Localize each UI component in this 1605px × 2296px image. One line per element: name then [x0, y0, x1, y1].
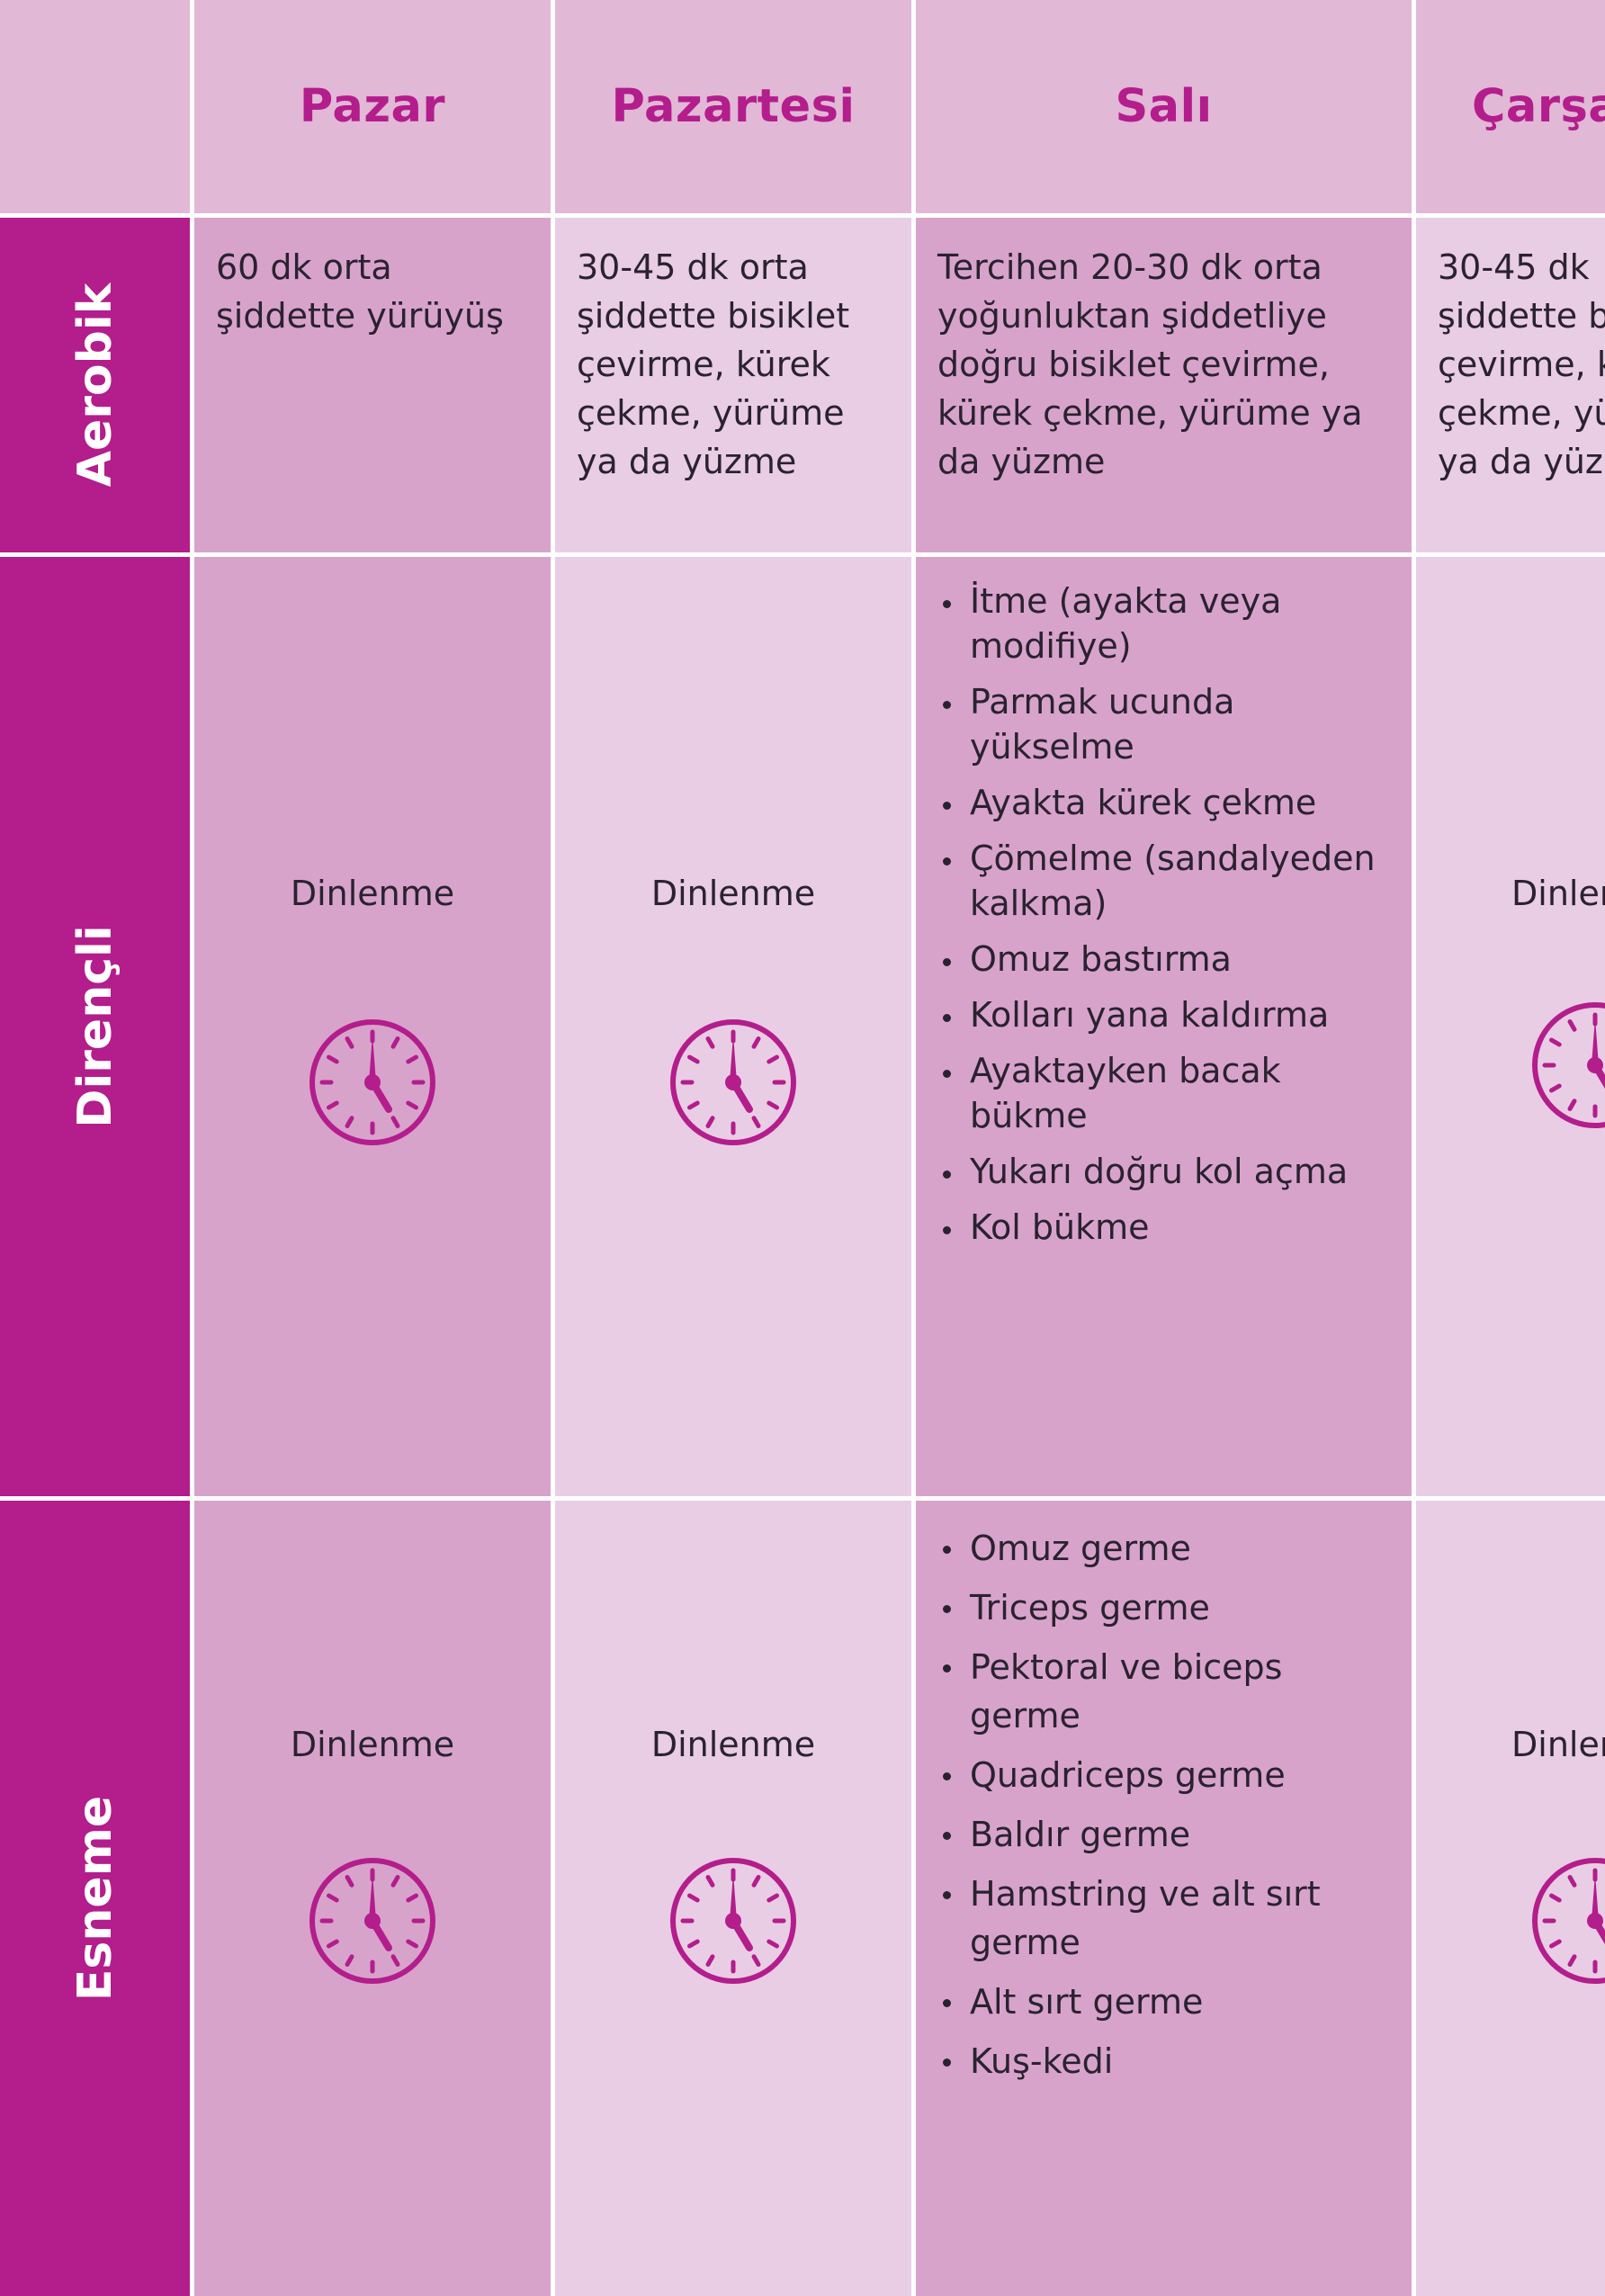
list-item: Hamstring ve alt sırt germe [937, 1870, 1403, 1967]
clock-icon [307, 1855, 438, 1987]
clock-icon [307, 1017, 438, 1148]
stretch-cell-wednesday: Dinlen [1416, 1501, 1605, 2296]
column-header-label: Pazar [299, 80, 446, 133]
resistance-cell-sunday: Dinlenme [194, 557, 551, 1496]
stretch-exercise-list: Omuz germe Triceps germe Pektoral ve bic… [937, 1524, 1403, 2085]
stretch-cell-sunday: Dinlenme [194, 1501, 551, 2296]
list-item: Ayaktayken bacak bükme [937, 1048, 1403, 1138]
list-item: Kuş-kedi [937, 2037, 1403, 2085]
list-item: Quadriceps germe [937, 1751, 1403, 1799]
column-header-wednesday: Çarşa [1416, 0, 1605, 213]
column-header-tuesday: Salı [916, 0, 1412, 213]
list-item: Yukarı doğru kol açma [937, 1149, 1403, 1194]
list-item: Triceps germe [937, 1583, 1403, 1632]
cell-text-line: çekme, yürüme [577, 393, 845, 433]
list-item: Parmak ucunda yükselme [937, 679, 1403, 769]
rest-label: Dinlenme [650, 1725, 816, 1764]
clock-icon [668, 1855, 799, 1987]
list-item: Pektoral ve biceps germe [937, 1643, 1403, 1740]
list-item: Omuz germe [937, 1524, 1403, 1573]
cell-text-line: çevirme, kürek [577, 345, 830, 384]
rest-label: Dinlenme [290, 1725, 455, 1764]
resistance-cell-wednesday: Dinlen [1416, 557, 1605, 1496]
aerobic-cell-monday: 30-45 dk orta şiddette bisiklet çevirme,… [555, 218, 911, 552]
cell-text-line: 30-45 dk orta [577, 247, 809, 287]
cell-text-line: çekme, yü [1438, 393, 1605, 433]
cell-text-line: Tercihen 20-30 dk orta [937, 247, 1323, 287]
rest-label: Dinlen [1511, 1725, 1605, 1764]
row-label-stretch: Esneme [0, 1501, 190, 2296]
stretch-cell-monday: Dinlenme [555, 1501, 911, 2296]
cell-text-line: ya da yüzme [577, 442, 797, 481]
column-header-label: Pazartesi [611, 80, 856, 133]
cell-text-line: 30-45 dk [1438, 247, 1590, 287]
column-header-sunday: Pazar [194, 0, 551, 213]
rest-label: Dinlenme [650, 874, 816, 913]
cell-text-line: şiddette yürüyüş [216, 296, 504, 336]
list-item: Kol bükme [937, 1205, 1403, 1250]
list-item: Alt sırt germe [937, 1978, 1403, 2026]
aerobic-cell-wednesday: 30-45 dk şiddette b çevirme, k çekme, yü… [1416, 218, 1605, 552]
resistance-cell-monday: Dinlenme [555, 557, 911, 1496]
clock-icon [668, 1017, 799, 1148]
cell-text-line: doğru bisiklet çevirme, [937, 345, 1330, 384]
cell-text-line: 60 dk orta [216, 247, 392, 287]
clock-icon [1529, 1000, 1605, 1131]
list-item: İtme (ayakta veya modifiye) [937, 578, 1403, 668]
header-corner [0, 0, 190, 213]
cell-text-line: şiddette bisiklet [577, 296, 850, 336]
cell-text-line: kürek çekme, yürüme ya [937, 393, 1363, 433]
resistance-cell-tuesday: İtme (ayakta veya modifiye) Parmak ucunda… [916, 557, 1412, 1496]
column-header-label: Salı [1115, 80, 1213, 133]
aerobic-cell-tuesday: Tercihen 20-30 dk orta yoğunluktan şidde… [916, 218, 1412, 552]
clock-icon [1529, 1855, 1605, 1987]
list-item: Kolları yana kaldırma [937, 992, 1403, 1037]
list-item: Baldır germe [937, 1810, 1403, 1859]
list-item: Omuz bastırma [937, 937, 1403, 982]
list-item: Ayakta kürek çekme [937, 780, 1403, 825]
row-label-aerobic: Aerobik [0, 218, 190, 552]
cell-text-line: şiddette b [1438, 296, 1605, 336]
cell-text-line: da yüzme [937, 442, 1106, 481]
resistance-exercise-list: İtme (ayakta veya modifiye) Parmak ucunda… [937, 578, 1403, 1250]
rest-label: Dinlenme [290, 874, 455, 913]
stretch-cell-tuesday: Omuz germe Triceps germe Pektoral ve bic… [916, 1501, 1412, 2296]
column-header-label: Çarşa [1472, 80, 1605, 133]
cell-text-line: ya da yüz [1438, 442, 1603, 481]
row-label-resistance: Dirençli [0, 557, 190, 1496]
rest-label: Dinlen [1511, 874, 1605, 913]
cell-text-line: yoğunluktan şiddetliye [937, 296, 1327, 336]
cell-text-line: çevirme, k [1438, 345, 1605, 384]
aerobic-cell-sunday: 60 dk orta şiddette yürüyüş [194, 218, 551, 552]
column-header-monday: Pazartesi [555, 0, 911, 213]
list-item: Çömelme (sandalyeden kalkma) [937, 836, 1403, 926]
